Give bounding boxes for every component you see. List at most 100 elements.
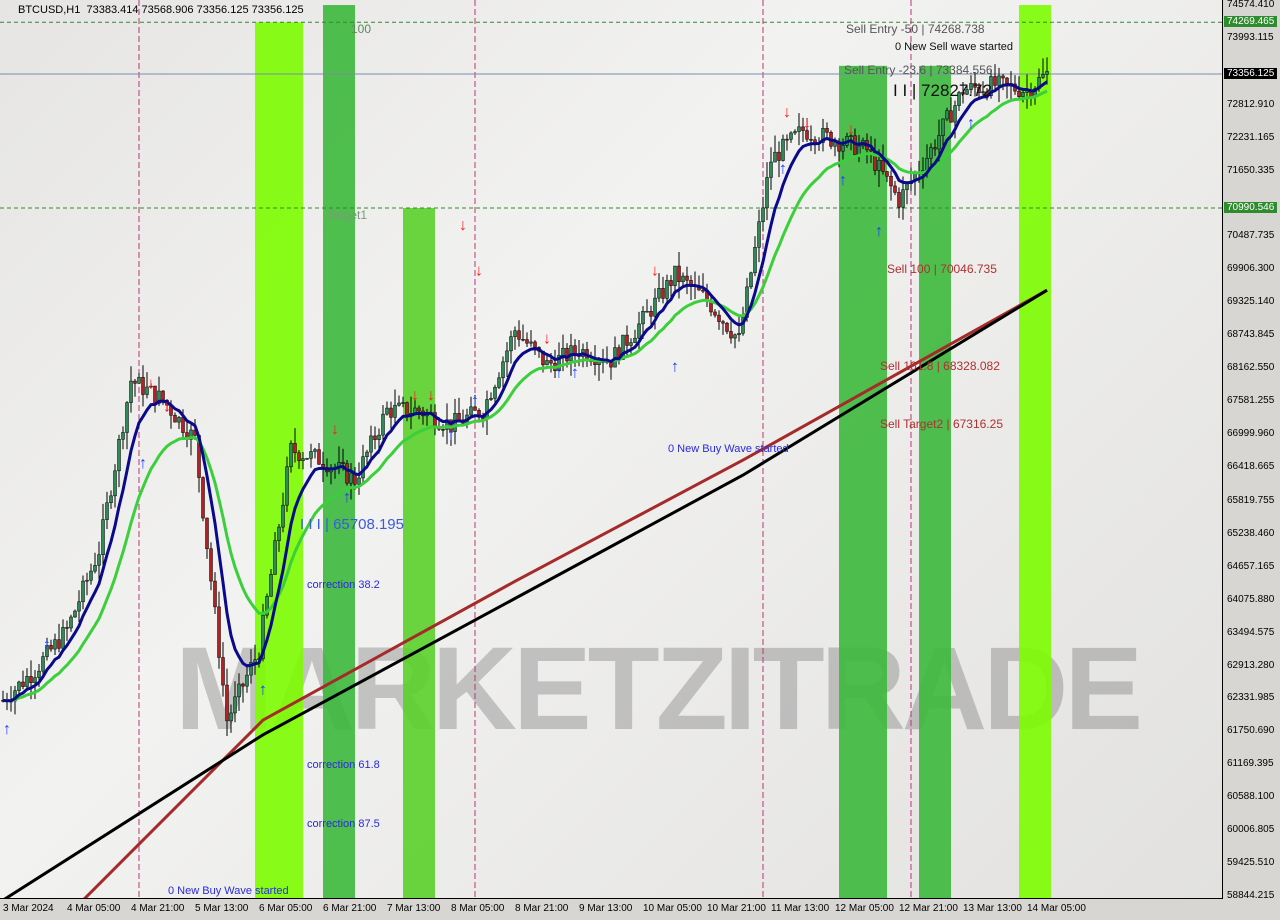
candle-body [1005, 77, 1009, 84]
candle-body [105, 502, 109, 520]
price-tick-label: 72812.910 [1227, 98, 1275, 110]
target1-label: Target1 [327, 208, 368, 222]
price-tick-label: 63494.575 [1227, 626, 1275, 638]
buy-arrow-icon: ↑ [671, 359, 679, 376]
candle-body [365, 451, 369, 457]
candle-body [457, 413, 461, 421]
price-tag: 74269.465 [1224, 16, 1278, 28]
candle-body [701, 289, 705, 292]
sell-161-label: Sell 161.8 | 68328.082 [880, 359, 1000, 373]
candle-body [505, 350, 509, 363]
sell-arrow-icon: ↓ [803, 115, 811, 132]
candle-body [721, 321, 725, 324]
candle-body [309, 451, 313, 459]
price-tick-label: 61169.395 [1227, 758, 1274, 770]
buy-wave-label: 0 New Buy Wave started [668, 443, 789, 455]
candle-body [981, 91, 985, 94]
candle-body [957, 92, 961, 106]
price-tick-label: 60588.100 [1227, 791, 1275, 803]
candle-body [897, 192, 901, 208]
price-tick-label: 68162.550 [1227, 362, 1275, 374]
price-tick-label: 62331.985 [1227, 692, 1275, 704]
sell-arrow-icon: ↓ [147, 376, 155, 393]
candle-body [889, 175, 893, 187]
candle-body [969, 83, 973, 90]
symbol-ohlc-header: BTCUSD,H1 73383.414 73568.906 73356.125 … [18, 4, 304, 16]
candle-body [777, 151, 781, 161]
candle-body [533, 341, 537, 348]
buy-level-label: I I I | 65708.195 [300, 516, 404, 533]
candle-body [517, 330, 521, 340]
candle-body [233, 696, 237, 714]
candle-body [53, 639, 57, 650]
price-tick-label: 64657.165 [1227, 560, 1275, 572]
candle-body [277, 526, 281, 542]
sell-arrow-icon: ↓ [427, 387, 435, 404]
buy-arrow-icon: ↑ [343, 489, 351, 506]
candle-body [753, 247, 757, 274]
candle-body [173, 415, 177, 423]
signal-zone [839, 65, 887, 898]
buy-arrow-icon: ↑ [875, 223, 883, 240]
buy-arrow-icon: ↑ [43, 636, 51, 653]
candle-body [941, 118, 945, 136]
price-tick-label: 60006.805 [1227, 824, 1275, 836]
candle-body [789, 132, 793, 140]
buy-arrow-icon: ↑ [139, 455, 147, 472]
candle-body [925, 157, 929, 171]
time-tick-label: 11 Mar 13:00 [771, 903, 830, 914]
price-chart[interactable]: MARKETZITRADE ↑ ↑ ↑ ↓ ↓ ↑ ↓ ↑ ↓ ↓ ↑ ↓ ↓ ↑ ↓ ↑ ↑ ↓ ↑ ↑ ↓ ↓ ↑ ↓ ↑ ↑… [0, 0, 1223, 899]
candle-body [977, 87, 981, 94]
candle-body [93, 565, 97, 572]
candle-body [85, 579, 89, 582]
sell-level-label: I I | 72827.72 [893, 81, 992, 100]
candle-body [673, 265, 677, 286]
candle-body [385, 407, 389, 415]
level-100-label: 100 [351, 22, 372, 36]
time-tick-label: 3 Mar 2024 [3, 903, 54, 914]
candle-body [497, 377, 501, 388]
time-axis[interactable]: 3 Mar 2024 4 Mar 05:00 4 Mar 21:00 5 Mar 13… [0, 899, 1222, 920]
sell-arrow-icon: ↓ [331, 421, 339, 438]
candle-body [209, 548, 213, 582]
candle-body [217, 606, 221, 658]
candle-body [473, 406, 477, 411]
candle-body [509, 336, 513, 352]
candle-body [77, 601, 81, 612]
buy-arrow-icon: ↑ [259, 682, 267, 699]
candle-body [773, 151, 777, 163]
candle-body [137, 377, 141, 384]
candle-body [389, 407, 393, 418]
candle-body [245, 674, 249, 687]
price-tick-label: 59425.510 [1227, 857, 1275, 869]
candle-body [305, 458, 309, 460]
candle-body [901, 189, 905, 208]
price-tick-label: 73993.115 [1227, 31, 1274, 43]
candle-body [149, 385, 153, 388]
candle-body [809, 139, 813, 141]
candle-body [877, 160, 881, 171]
candle-body [725, 322, 729, 332]
candle-body [201, 477, 205, 519]
price-tick-label: 62913.280 [1227, 659, 1275, 671]
price-axis[interactable]: 74574.410 73993.115 72812.910 72231.165 7165… [1223, 0, 1280, 901]
buy-arrow-icon: ↑ [571, 364, 579, 381]
candle-body [249, 662, 253, 676]
candle-body [733, 334, 737, 339]
candle-body [237, 683, 241, 698]
candle-body [881, 160, 885, 172]
candle-body [133, 380, 137, 384]
symbol-label: BTCUSD,H1 [18, 4, 81, 16]
candle-body [841, 145, 845, 152]
candle-body [345, 463, 349, 484]
candle-body [661, 288, 665, 299]
candle-body [801, 126, 805, 131]
ma-black-line [3, 288, 1048, 898]
price-tag: 73356.125 [1224, 68, 1278, 79]
candle-body [121, 432, 125, 440]
sell-arrow-icon: ↓ [459, 217, 467, 234]
price-tick-label: 69906.300 [1227, 263, 1275, 275]
candle-body [25, 676, 29, 687]
price-tick-label: 74574.410 [1227, 0, 1275, 10]
candle-body [221, 657, 225, 686]
